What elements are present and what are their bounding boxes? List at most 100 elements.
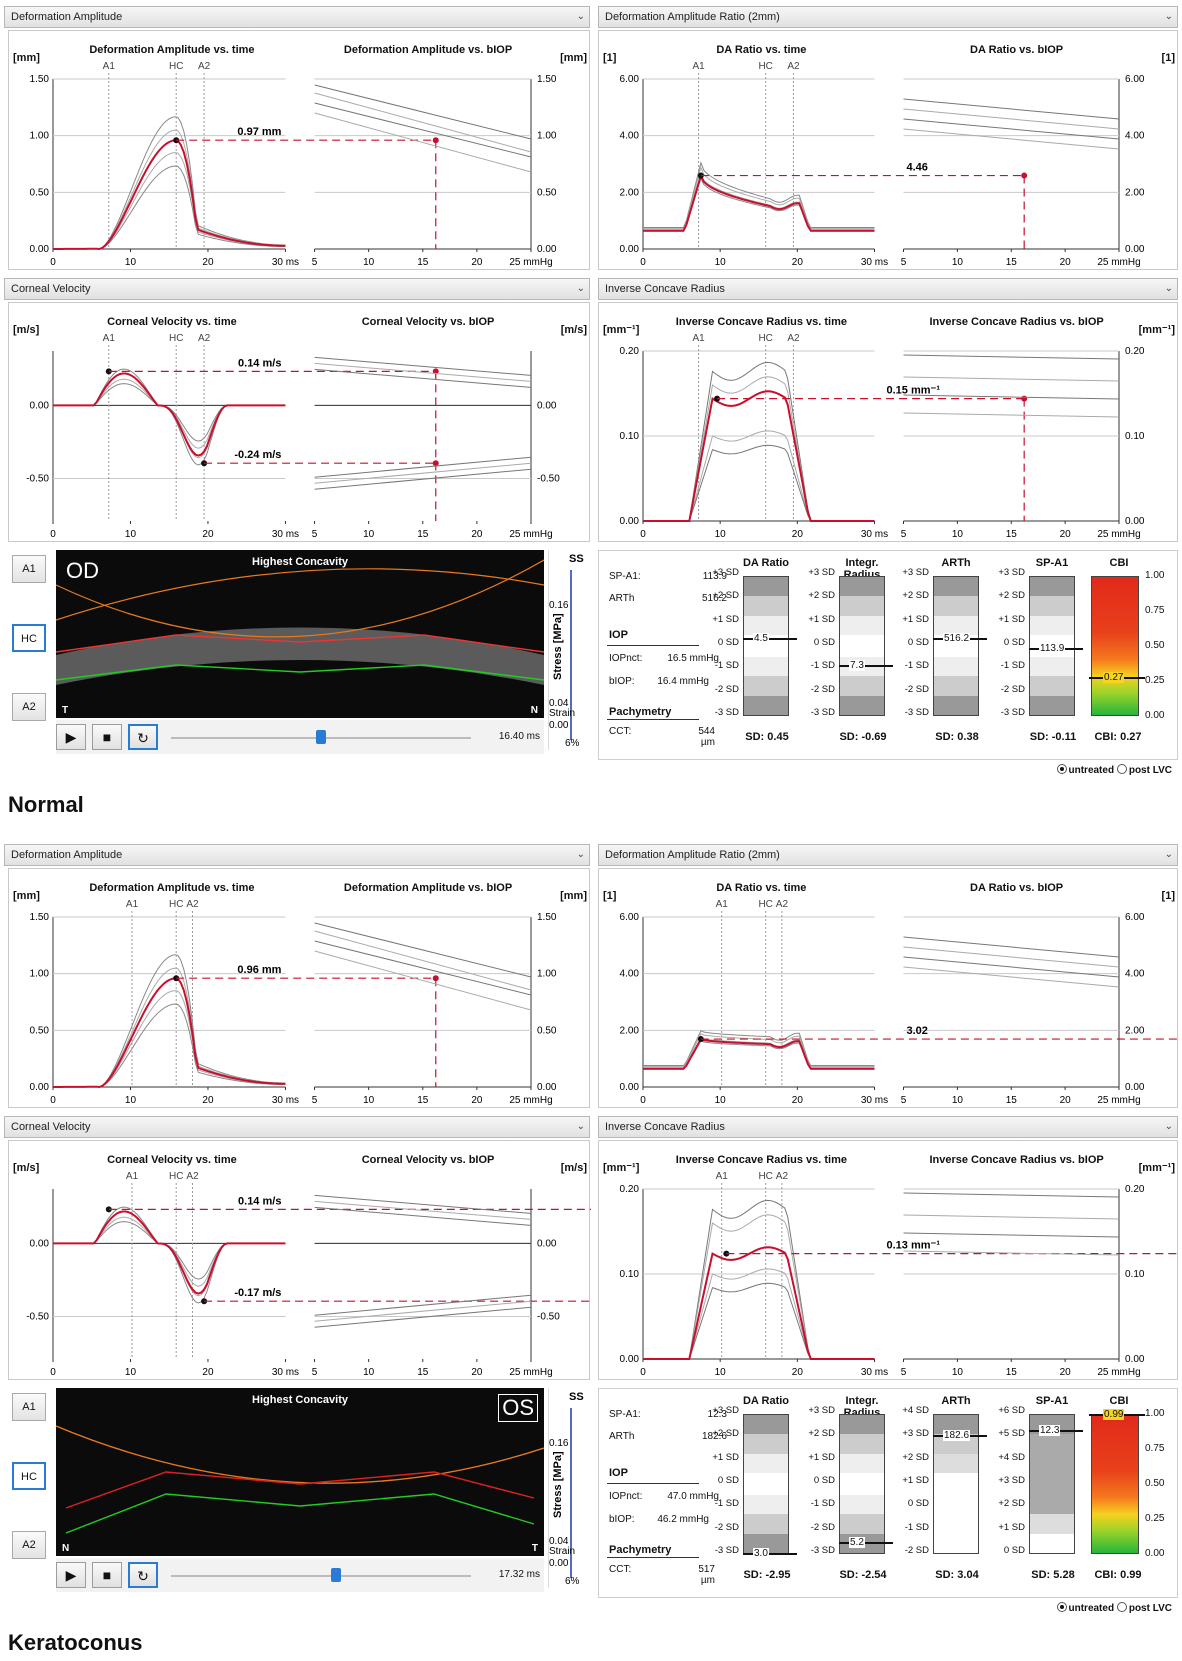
ratio-chart-panel: DA Ratio vs. time DA Ratio vs. bIOP [1] [1]… xyxy=(598,30,1178,270)
biop-band xyxy=(903,1250,1120,1256)
panel-header-deformation-amplitude[interactable]: Deformation Amplitude ⌄ xyxy=(4,844,590,866)
measured-curve xyxy=(53,139,286,251)
sd-value: SD: 0.45 xyxy=(745,731,789,743)
sd-marker xyxy=(839,1541,893,1544)
stop-button[interactable]: ■ xyxy=(92,1562,122,1588)
sd-band xyxy=(840,695,884,715)
x-tick-label: 10 xyxy=(125,529,137,540)
view-button-hc[interactable]: HC xyxy=(12,1462,46,1490)
chevron-down-icon[interactable]: ⌄ xyxy=(1164,11,1173,22)
x-tick-label: 30 ms xyxy=(861,1367,888,1378)
sd-band xyxy=(840,1453,884,1473)
metric-label: IOPnct: xyxy=(609,1491,643,1502)
metric-label: CCT: xyxy=(609,1564,632,1575)
x-tick-label: 0 xyxy=(640,257,646,268)
loop-button[interactable]: ↻ xyxy=(128,1562,158,1588)
panel-header-corneal-velocity[interactable]: Corneal Velocity ⌄ xyxy=(4,1116,590,1138)
radio-untreated[interactable] xyxy=(1056,764,1067,774)
panel-header-da-ratio[interactable]: Deformation Amplitude Ratio (2mm) ⌄ xyxy=(598,844,1178,866)
x-tick-label: 20 xyxy=(1060,257,1072,268)
sd-tick-label: -2 SD xyxy=(904,683,929,695)
y-unit-label: [m/s] xyxy=(561,1162,588,1174)
y-tick-label: 4.00 xyxy=(620,969,640,980)
x-tick-label: 5 xyxy=(901,529,907,540)
sd-tick-label: -1 SD xyxy=(904,660,929,672)
playback-time: 17.32 ms xyxy=(498,1569,540,1580)
biop-band xyxy=(314,356,532,376)
reference-curve xyxy=(53,378,286,449)
y-tick-label: 0.00 xyxy=(30,1082,50,1093)
x-tick-label: 10 xyxy=(125,1367,137,1378)
view-button-hc[interactable]: HC xyxy=(12,624,46,652)
cbi-header: CBI xyxy=(1109,557,1129,569)
marker-label: A1 xyxy=(126,899,139,910)
y-tick-label: -0.50 xyxy=(537,474,560,485)
stop-button[interactable]: ■ xyxy=(92,724,122,750)
playback-slider-thumb[interactable] xyxy=(331,1568,341,1582)
metric-value: 12.3 xyxy=(707,1409,727,1420)
panel-header-inverse-concave-radius[interactable]: Inverse Concave Radius ⌄ xyxy=(598,1116,1178,1138)
sd-value: SD: 3.04 xyxy=(935,1569,979,1581)
marker-label: HC xyxy=(169,899,183,910)
chevron-down-icon[interactable]: ⌄ xyxy=(1164,1121,1173,1132)
playback-slider-track[interactable] xyxy=(171,1568,471,1582)
view-button-a2[interactable]: A2 xyxy=(12,693,46,721)
marker-label: A2 xyxy=(776,899,789,910)
panel-header-corneal-velocity[interactable]: Corneal Velocity ⌄ xyxy=(4,278,590,300)
treatment-radio-group: untreated post LVC xyxy=(1056,764,1172,776)
chevron-down-icon[interactable]: ⌄ xyxy=(576,849,585,860)
sd-tick-label: +3 SD xyxy=(712,567,739,578)
marker-label: A1 xyxy=(103,333,116,344)
play-button[interactable]: ▶ xyxy=(56,724,86,750)
y-tick-label: 0.20 xyxy=(1125,346,1145,357)
view-button-a1[interactable]: A1 xyxy=(12,1393,46,1421)
y-tick-label: 0.00 xyxy=(620,244,640,255)
sd-marker xyxy=(839,664,893,667)
posterior-edge xyxy=(65,1493,535,1534)
sd-band xyxy=(934,577,978,597)
sd-tick-label: +2 SD xyxy=(808,1428,835,1440)
x-tick-label: 10 xyxy=(715,529,727,540)
chevron-down-icon[interactable]: ⌄ xyxy=(576,11,585,22)
radio-post-lvc[interactable] xyxy=(1116,1602,1127,1612)
biop-band xyxy=(314,92,532,153)
loop-button[interactable]: ↻ xyxy=(128,724,158,750)
vel-chart-panel: Corneal Velocity vs. time Corneal Velocit… xyxy=(8,302,590,542)
y-tick-label: 0.20 xyxy=(1125,1184,1145,1195)
cbi-tick-label: 1.00 xyxy=(1145,570,1165,581)
radio-post-lvc[interactable] xyxy=(1116,764,1127,774)
x-tick-label: 10 xyxy=(363,1095,375,1106)
x-tick-label: 20 xyxy=(792,1095,804,1106)
chevron-down-icon[interactable]: ⌄ xyxy=(1164,849,1173,860)
measured-curve xyxy=(643,172,875,232)
orientation-right: N xyxy=(530,705,538,716)
panel-header-da-ratio[interactable]: Deformation Amplitude Ratio (2mm) ⌄ xyxy=(598,6,1178,28)
radio-untreated[interactable] xyxy=(1056,1602,1067,1612)
panel-header-deformation-amplitude[interactable]: Deformation Amplitude ⌄ xyxy=(4,6,590,28)
marker-label: HC xyxy=(758,61,772,72)
view-button-a2[interactable]: A2 xyxy=(12,1531,46,1559)
panel-header-inverse-concave-radius[interactable]: Inverse Concave Radius ⌄ xyxy=(598,278,1178,300)
stress-axis-label: Stress [MPa] xyxy=(552,1451,564,1518)
cbi-tick-label: 0.50 xyxy=(1145,1478,1165,1489)
x-tick-label: 30 ms xyxy=(861,1095,888,1106)
x-tick-label: 10 xyxy=(715,1095,727,1106)
sd-band xyxy=(1030,657,1074,677)
measured-curve xyxy=(53,1210,286,1295)
marker-label: A2 xyxy=(787,333,800,344)
chevron-down-icon[interactable]: ⌄ xyxy=(576,283,585,294)
playback-slider-thumb[interactable] xyxy=(316,730,326,744)
x-tick-label: 25 mmHg xyxy=(509,257,552,268)
playback-slider-track[interactable] xyxy=(171,730,471,744)
chevron-down-icon[interactable]: ⌄ xyxy=(1164,283,1173,294)
scheimpflug-image: Highest Concavity OS N T xyxy=(56,1388,544,1556)
marker-label: A2 xyxy=(198,333,211,344)
play-button[interactable]: ▶ xyxy=(56,1562,86,1588)
anterior-edge xyxy=(65,1471,535,1509)
chart-title: DA Ratio vs. bIOP xyxy=(970,44,1063,56)
x-tick-label: 10 xyxy=(363,257,375,268)
view-button-a1[interactable]: A1 xyxy=(12,555,46,583)
chevron-down-icon[interactable]: ⌄ xyxy=(576,1121,585,1132)
sd-tick-label: 0 SD xyxy=(1003,637,1025,648)
